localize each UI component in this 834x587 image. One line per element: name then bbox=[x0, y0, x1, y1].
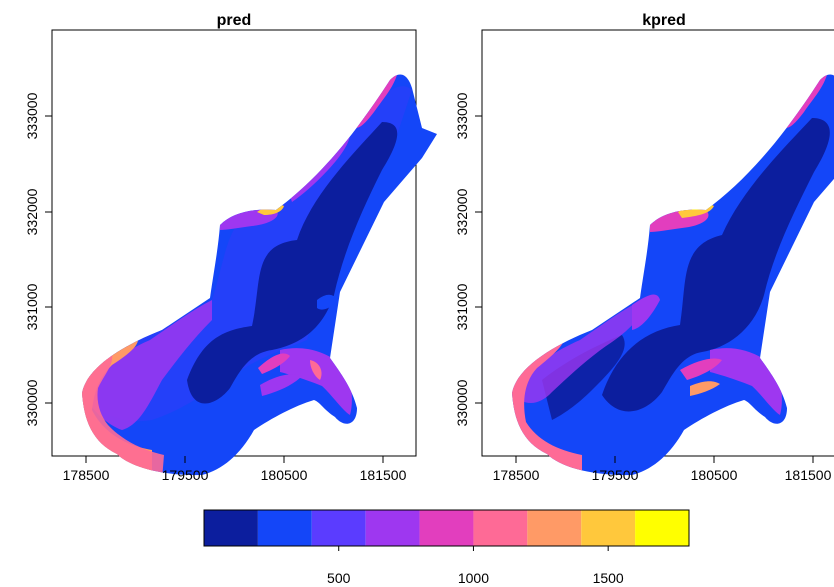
y-axis: 330000 331000 332000 333000 bbox=[24, 92, 52, 426]
x-tick-label: 181500 bbox=[785, 467, 832, 483]
legend-tick-label: 1000 bbox=[458, 570, 489, 586]
x-tick-label: 181500 bbox=[360, 467, 407, 483]
x-tick-label: 180500 bbox=[691, 467, 738, 483]
x-tick-label: 179500 bbox=[162, 467, 209, 483]
x-tick-label: 178500 bbox=[63, 467, 110, 483]
panel-pred: pred 178500 179500 180500 bbox=[24, 12, 437, 483]
x-axis: 178500 179500 180500 181500 bbox=[493, 456, 832, 483]
legend-ticks: 500 1000 1500 bbox=[327, 546, 624, 586]
legend-tick-label: 500 bbox=[327, 570, 351, 586]
legend-swatch bbox=[365, 510, 420, 546]
legend-swatch bbox=[257, 510, 312, 546]
legend-swatch bbox=[527, 510, 582, 546]
y-tick-label: 331000 bbox=[24, 283, 40, 330]
x-tick-label: 180500 bbox=[261, 467, 308, 483]
y-tick-label: 332000 bbox=[454, 188, 470, 235]
color-legend: 500 1000 1500 bbox=[203, 509, 690, 586]
legend-swatch bbox=[581, 510, 636, 546]
y-tick-label: 330000 bbox=[454, 379, 470, 426]
y-tick-label: 333000 bbox=[454, 92, 470, 139]
y-axis: 330000 331000 332000 333000 bbox=[454, 92, 482, 426]
panel-title: pred bbox=[217, 12, 252, 29]
x-axis: 178500 179500 180500 181500 bbox=[63, 456, 407, 483]
legend-swatch bbox=[311, 510, 366, 546]
x-tick-label: 179500 bbox=[592, 467, 639, 483]
panel-kpred: kpred 178500 179500 180500 181 bbox=[454, 12, 834, 483]
x-tick-label: 178500 bbox=[493, 467, 540, 483]
legend-frame bbox=[203, 509, 690, 547]
legend-swatch bbox=[635, 510, 689, 546]
legend-tick-label: 1500 bbox=[593, 570, 624, 586]
y-tick-label: 330000 bbox=[24, 379, 40, 426]
legend-swatches bbox=[204, 510, 689, 546]
legend-swatch bbox=[204, 510, 258, 546]
legend-swatch bbox=[473, 510, 528, 546]
y-tick-label: 332000 bbox=[24, 188, 40, 235]
panel-title: kpred bbox=[642, 12, 686, 29]
y-tick-label: 333000 bbox=[24, 92, 40, 139]
legend-swatch bbox=[419, 510, 474, 546]
y-tick-label: 331000 bbox=[454, 283, 470, 330]
